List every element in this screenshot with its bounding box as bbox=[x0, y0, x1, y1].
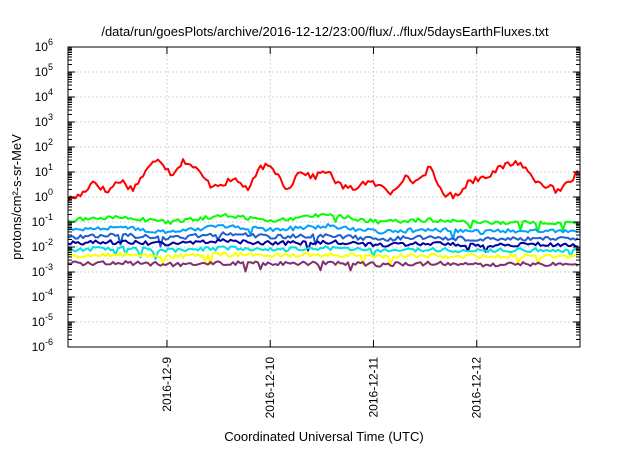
y-tick-label: 101 bbox=[35, 162, 53, 179]
y-tick-label-exponent: 2 bbox=[48, 137, 53, 147]
series-line bbox=[67, 260, 579, 273]
y-tick-label-exponent: -3 bbox=[45, 262, 53, 272]
y-tick-label-base: 10 bbox=[35, 90, 49, 104]
y-tick-label-base: 10 bbox=[32, 315, 46, 329]
series-layer bbox=[67, 158, 579, 273]
y-tick-label: 10-6 bbox=[32, 337, 53, 354]
y-tick-label-exponent: -1 bbox=[45, 212, 53, 222]
x-tick-label: 2016-12-10 bbox=[263, 357, 277, 419]
y-tick-label-base: 10 bbox=[35, 65, 49, 79]
y-tick-label-base: 10 bbox=[32, 290, 46, 304]
y-tick-label: 10-1 bbox=[32, 212, 53, 229]
y-tick-label-base: 10 bbox=[32, 340, 46, 354]
y-tick-label: 10-5 bbox=[32, 312, 53, 329]
series-line bbox=[67, 213, 579, 233]
grid-layer bbox=[68, 47, 580, 347]
y-tick-label-base: 10 bbox=[35, 140, 49, 154]
y-tick-label-exponent: 4 bbox=[48, 87, 53, 97]
y-tick-label-base: 10 bbox=[35, 165, 49, 179]
y-axis-label: protons/cm²-s-sr-MeV bbox=[9, 134, 24, 260]
y-tick-label: 105 bbox=[35, 62, 53, 79]
series-line bbox=[67, 231, 579, 248]
y-tick-label-exponent: -4 bbox=[45, 287, 53, 297]
series-line bbox=[67, 238, 579, 253]
series-line bbox=[67, 223, 579, 241]
x-axis-label: Coordinated Universal Time (UTC) bbox=[224, 429, 423, 444]
y-tick-label-exponent: 1 bbox=[48, 162, 53, 172]
y-tick-label: 102 bbox=[35, 137, 53, 154]
y-tick-label-exponent: -6 bbox=[45, 337, 53, 347]
y-tick-label: 10-4 bbox=[32, 287, 53, 304]
y-tick-label-base: 10 bbox=[35, 190, 49, 204]
y-tick-label-exponent: 0 bbox=[48, 187, 53, 197]
x-tick-label: 2016-12-12 bbox=[470, 357, 484, 419]
y-tick-label: 103 bbox=[35, 112, 53, 129]
y-tick-label: 10-2 bbox=[32, 237, 53, 254]
y-tick-label-base: 10 bbox=[35, 40, 49, 54]
axis-layer: 10-610-510-410-310-210-11001011021031041… bbox=[32, 37, 580, 418]
y-tick-label-exponent: 5 bbox=[48, 62, 53, 72]
series-line bbox=[67, 251, 579, 266]
y-tick-label-base: 10 bbox=[35, 115, 49, 129]
y-tick-label-exponent: -2 bbox=[45, 237, 53, 247]
y-tick-label-base: 10 bbox=[32, 215, 46, 229]
y-tick-label-exponent: -5 bbox=[45, 312, 53, 322]
y-tick-label-base: 10 bbox=[32, 265, 46, 279]
y-tick-label: 106 bbox=[35, 37, 53, 54]
x-tick-label: 2016-12-9 bbox=[160, 357, 174, 412]
series-line bbox=[67, 245, 579, 260]
chart-title: /data/run/goesPlots/archive/2016-12-12/2… bbox=[101, 24, 549, 39]
y-tick-label-base: 10 bbox=[32, 240, 46, 254]
y-tick-label: 104 bbox=[35, 87, 53, 104]
y-tick-label-exponent: 3 bbox=[48, 112, 53, 122]
x-tick-label: 2016-12-11 bbox=[366, 357, 380, 418]
y-tick-label: 10-3 bbox=[32, 262, 53, 279]
series-line bbox=[67, 158, 579, 202]
y-tick-label: 100 bbox=[35, 187, 53, 204]
y-tick-label-exponent: 6 bbox=[48, 37, 53, 47]
